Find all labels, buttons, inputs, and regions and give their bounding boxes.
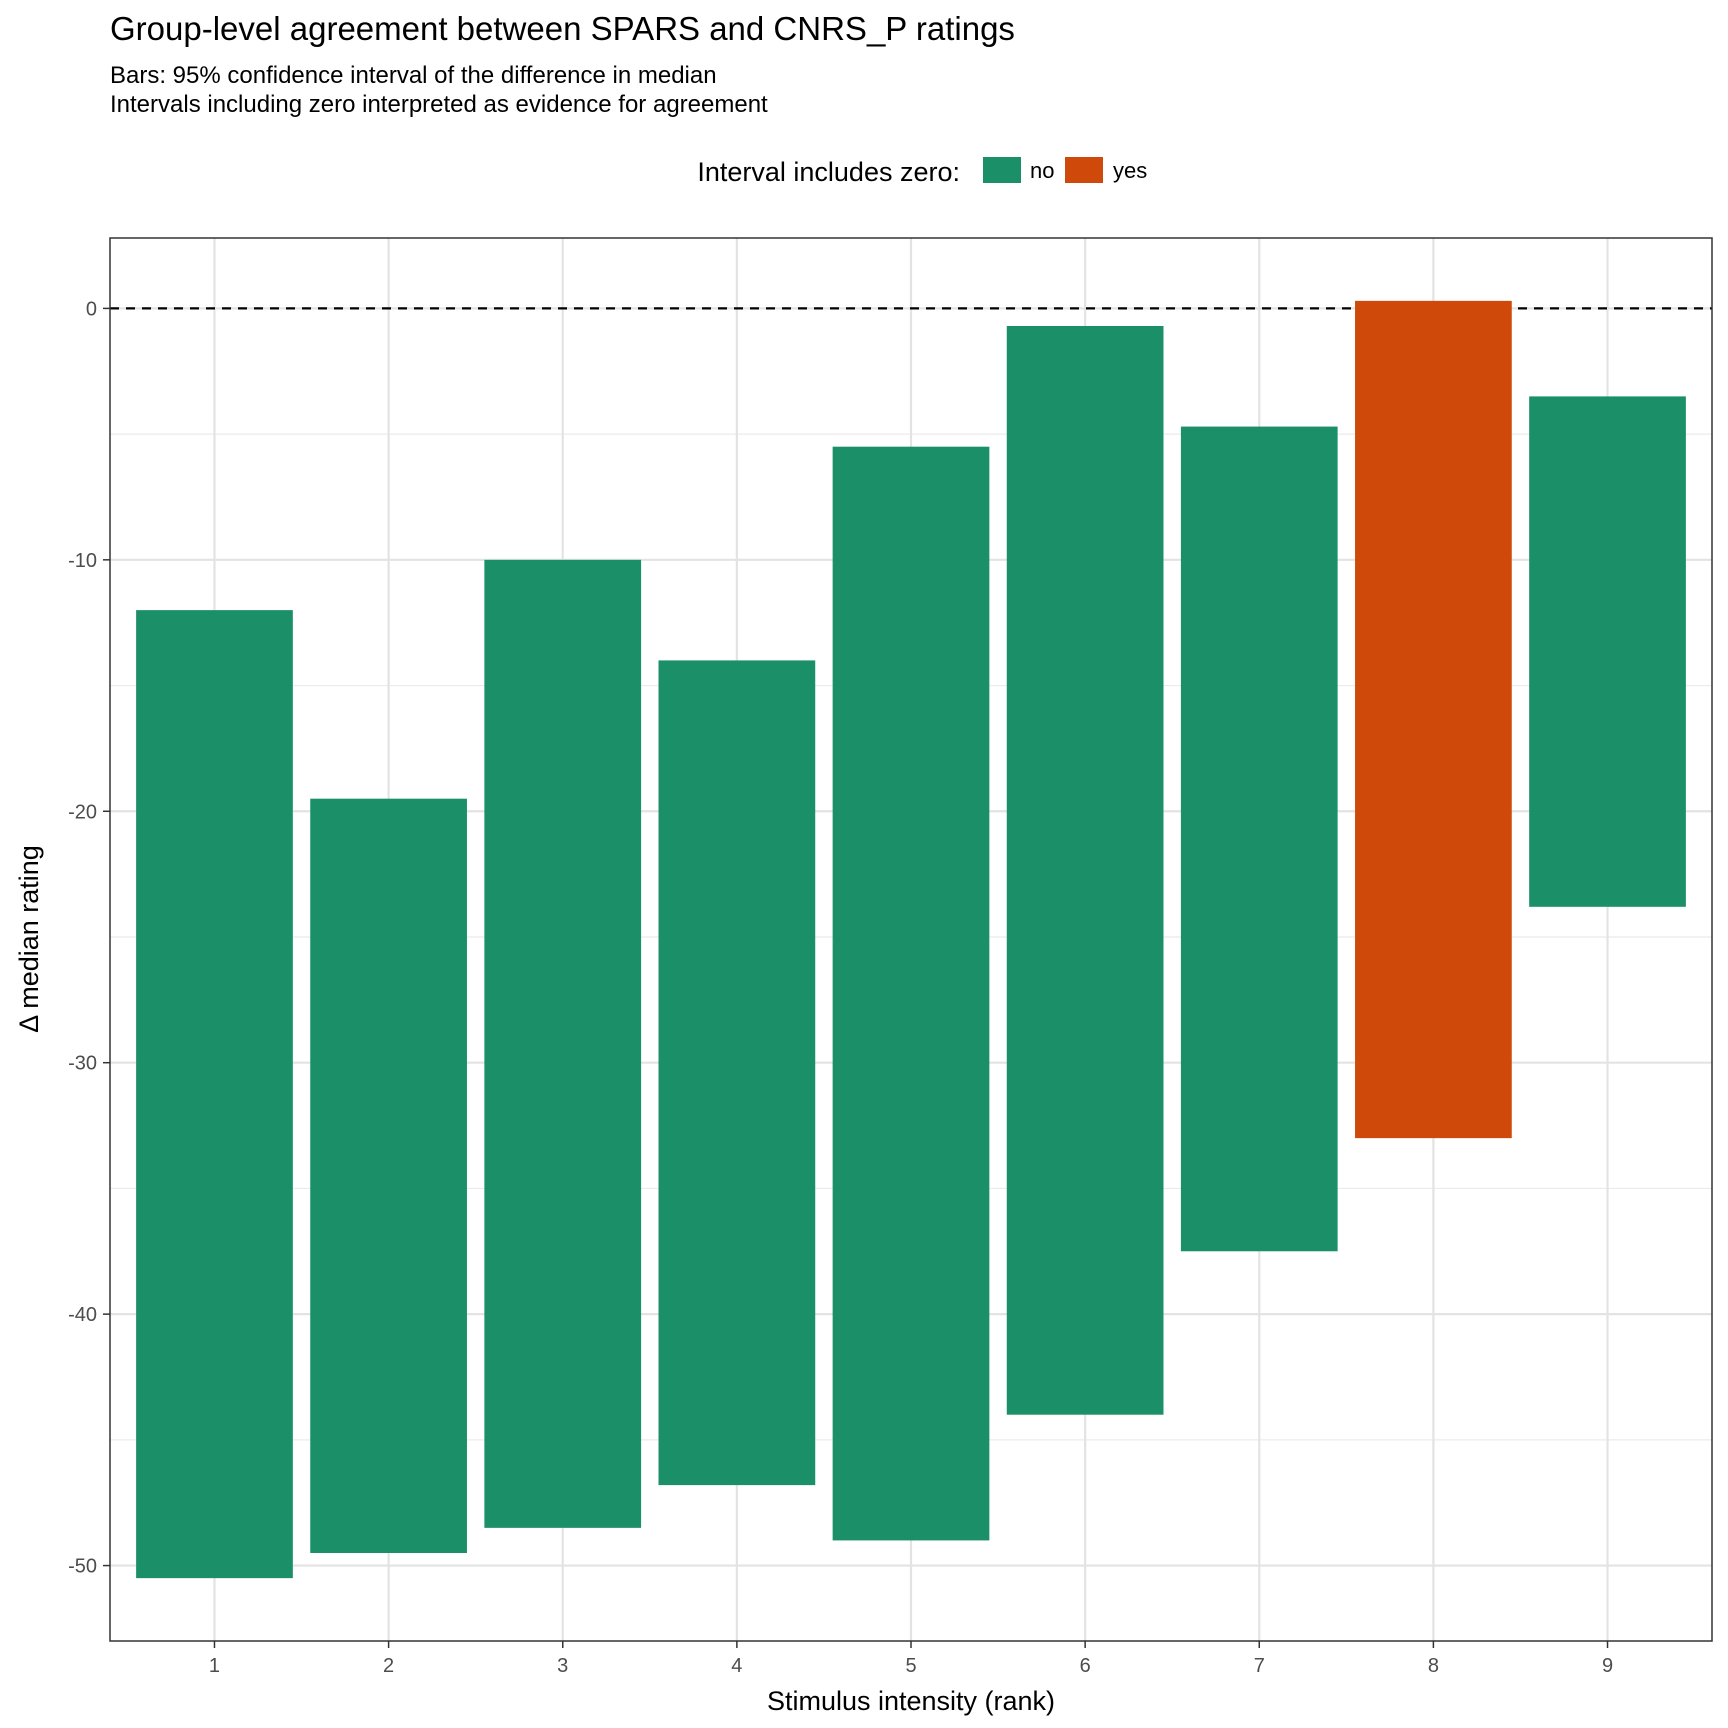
interval-bar-6 — [1006, 326, 1164, 1415]
legend: Interval includes zero: no yes — [697, 157, 1147, 187]
x-tick-label: 4 — [731, 1655, 742, 1677]
interval-bar-7 — [1180, 426, 1338, 1252]
interval-bar-2 — [310, 798, 467, 1553]
y-tick-label: 0 — [86, 298, 97, 320]
x-tick-label: 5 — [905, 1655, 916, 1677]
y-tick-label: -30 — [68, 1053, 97, 1075]
y-tick-label: -40 — [68, 1304, 97, 1326]
legend-title: Interval includes zero: — [697, 157, 960, 187]
chart-subtitle-line-2: Intervals including zero interpreted as … — [110, 91, 768, 118]
interval-bars — [136, 300, 1686, 1579]
x-tick-label: 9 — [1602, 1655, 1613, 1677]
y-axis-title: Δ median rating — [14, 845, 44, 1033]
chart-title: Group-level agreement between SPARS and … — [110, 10, 1015, 47]
chart-subtitle-line-1: Bars: 95% confidence interval of the dif… — [110, 62, 717, 89]
y-tick-label: -50 — [68, 1556, 97, 1578]
legend-label-yes: yes — [1113, 158, 1147, 183]
y-axis: 0 -10 -20 -30 -40 -50 — [68, 298, 110, 1578]
interval-bar-5 — [832, 446, 990, 1541]
legend-swatch-no — [983, 157, 1021, 183]
x-tick-label: 3 — [557, 1655, 568, 1677]
x-axis-title: Stimulus intensity (rank) — [767, 1686, 1055, 1716]
x-tick-label: 8 — [1428, 1655, 1439, 1677]
interval-bar-1 — [136, 610, 293, 1579]
x-axis: 1 2 3 4 5 6 7 8 9 — [209, 1641, 1613, 1677]
y-tick-label: -10 — [68, 550, 97, 572]
x-tick-label: 7 — [1254, 1655, 1265, 1677]
interval-bar-8 — [1355, 300, 1512, 1139]
y-tick-label: -20 — [68, 801, 97, 823]
interval-bar-9 — [1529, 396, 1686, 907]
x-tick-label: 6 — [1080, 1655, 1091, 1677]
interval-bar-3 — [484, 559, 642, 1528]
interval-bar-4 — [658, 660, 816, 1486]
x-tick-label: 2 — [383, 1655, 394, 1677]
x-tick-label: 1 — [209, 1655, 220, 1677]
legend-label-no: no — [1030, 158, 1054, 183]
legend-swatch-yes — [1065, 157, 1103, 183]
